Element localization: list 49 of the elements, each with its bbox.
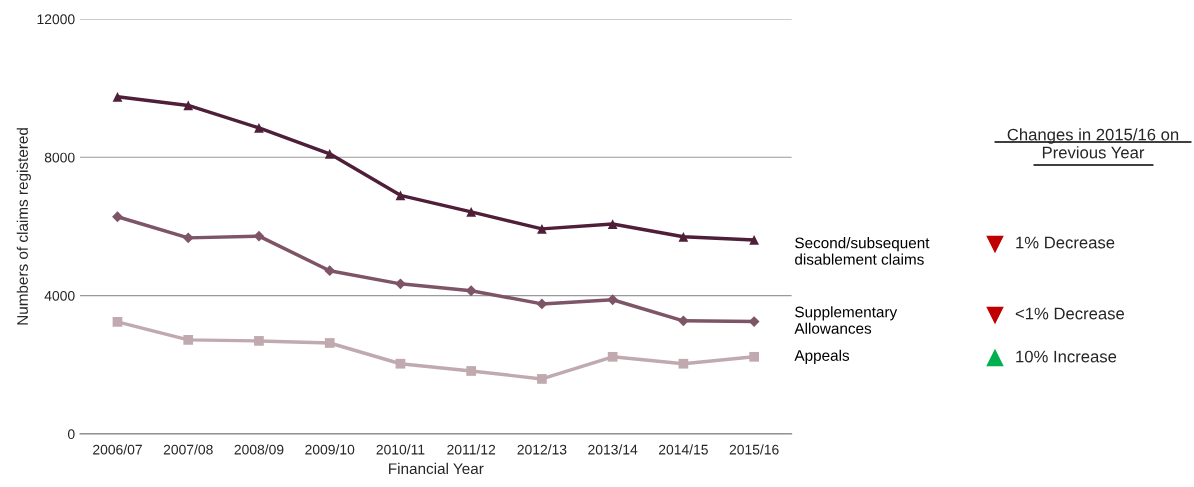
text: 10% Increase — [1016, 350, 1117, 363]
point — [466, 207, 477, 217]
point — [182, 232, 194, 244]
x-tick-label: 2015/16 — [729, 444, 779, 455]
text: 1% Decrease — [1016, 236, 1115, 249]
text: Appeals — [794, 349, 850, 364]
x-tick-label: 2011/12 — [447, 444, 496, 455]
point — [183, 335, 194, 345]
x-tick-label: 2014/15 — [658, 444, 708, 455]
y-tick-label: 4000 — [44, 290, 75, 301]
point — [537, 224, 547, 234]
point — [607, 351, 618, 362]
text: Second/subsequent disablement claims — [795, 237, 930, 265]
point — [677, 315, 689, 327]
point — [749, 351, 759, 362]
point — [749, 235, 759, 245]
point — [607, 294, 619, 306]
point — [254, 123, 264, 133]
x-axis-title: Financial Year — [389, 462, 484, 475]
point — [112, 211, 123, 223]
point — [537, 374, 547, 384]
y-tick-label: 12000 — [37, 14, 75, 25]
point — [395, 278, 406, 290]
y-axis-title: Numbers of claims registered — [16, 128, 31, 325]
x-tick-label: 2007/08 — [163, 444, 213, 455]
point — [678, 358, 689, 369]
y-tick-label: 0 — [67, 429, 75, 440]
point — [678, 231, 689, 242]
x-tick-label: 2006/07 — [93, 444, 142, 455]
x-tick-label: 2009/10 — [305, 444, 355, 455]
x-tick-label: 2013/14 — [588, 444, 638, 455]
point — [395, 190, 406, 201]
text: <1% Decrease — [1015, 307, 1125, 320]
x-tick-label: 2008/09 — [234, 444, 284, 455]
text: Supplementary Allowances — [794, 306, 898, 334]
point — [112, 317, 123, 327]
x-tick-label: 2012/13 — [517, 444, 567, 455]
point — [324, 338, 335, 348]
point — [183, 100, 194, 111]
point — [466, 366, 477, 376]
text: Changes in 2015/16 on Previous Year — [1007, 128, 1179, 159]
point — [254, 336, 264, 346]
point — [395, 358, 406, 369]
y-tick-label: 8000 — [44, 152, 75, 163]
point — [112, 91, 123, 102]
point — [324, 148, 335, 159]
point — [607, 219, 618, 229]
x-tick-label: 2010/11 — [376, 444, 425, 455]
point — [324, 265, 336, 277]
